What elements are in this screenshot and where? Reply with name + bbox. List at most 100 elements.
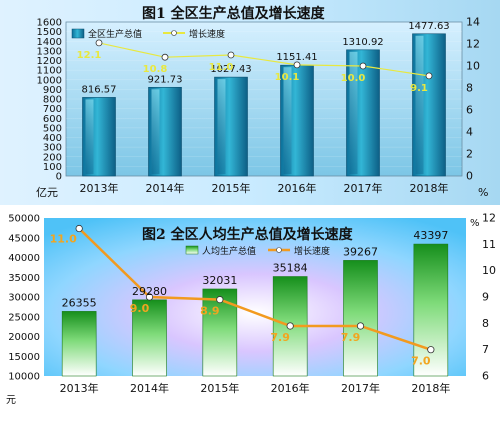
- chart1-line-series: [95, 39, 433, 80]
- left-axis-tick-label: 30000: [8, 293, 40, 304]
- category-tick-label: 2014年: [130, 381, 169, 395]
- bar: [343, 260, 378, 377]
- left-axis-tick-label: 500: [43, 123, 62, 134]
- chart2-legend: 人均生产总值 增长速度: [185, 245, 330, 257]
- right-axis-tick-label: 7: [482, 343, 489, 356]
- left-axis-tick-label: 10000: [8, 372, 40, 383]
- left-axis-tick-label: 1500: [37, 27, 62, 38]
- growth-rate-label: 7.9: [341, 331, 361, 344]
- bar-value-label: 35184: [273, 262, 308, 275]
- left-axis-tick-label: 40000: [8, 253, 40, 264]
- left-axis-tick-label: 100: [43, 162, 62, 173]
- chart1-legend-line-label: 增长速度: [189, 28, 225, 40]
- right-axis-tick-label: 6: [482, 370, 489, 383]
- chart2-tick-labels: 10000 15000 20000 25000 30000 35000 40000 45000…: [8, 212, 496, 396]
- bar-value-label: 921.73: [148, 74, 183, 85]
- chart1-legend: 全区生产总值 增长速度: [71, 28, 225, 40]
- bar-value-label: 1151.41: [276, 52, 317, 63]
- growth-rate-point: [161, 53, 169, 61]
- bar-highlight: [217, 79, 226, 174]
- growth-rate-line: [98, 42, 430, 77]
- chart2-legend-line-marker: [276, 247, 282, 253]
- category-tick-label: 2017年: [344, 181, 383, 195]
- category-tick-label: 2018年: [410, 181, 449, 195]
- chart1-right-axis-unit: %: [478, 186, 488, 199]
- right-axis-tick-label: 8: [466, 82, 473, 95]
- right-axis-tick-label: 9: [482, 291, 489, 304]
- growth-rate-point: [216, 296, 224, 304]
- left-axis-tick-label: 0: [56, 172, 62, 183]
- bar-highlight: [283, 67, 292, 174]
- growth-rate-point: [293, 61, 301, 69]
- right-axis-tick-label: 6: [466, 104, 473, 117]
- left-axis-tick-label: 200: [43, 152, 62, 163]
- right-axis-tick-label: 10: [482, 264, 496, 277]
- left-axis-tick-label: 1400: [37, 37, 62, 48]
- right-axis-tick-label: 2: [466, 148, 473, 161]
- growth-rate-label: 11.0: [50, 233, 77, 246]
- growth-rate-point: [427, 346, 435, 354]
- right-axis-tick-label: 0: [466, 170, 473, 183]
- left-axis-tick-label: 20000: [8, 332, 40, 343]
- chart2-data-labels: 26355 29280 32031 35184 39267 43397 11.0 9.0 8.9…: [50, 229, 449, 368]
- chart2-right-axis-unit: %: [470, 218, 480, 229]
- chart1-gridlines: [66, 31, 462, 167]
- left-axis-tick-label: 45000: [8, 233, 40, 244]
- bar-value-label: 32031: [202, 274, 237, 287]
- growth-rate-label: 11.0: [209, 62, 234, 73]
- growth-rate-point: [75, 224, 83, 233]
- growth-rate-label: 10.0: [341, 73, 366, 84]
- left-axis-tick-label: 50000: [8, 214, 40, 225]
- growth-rate-label: 9.1: [410, 83, 428, 94]
- chart2-line-series: [75, 224, 435, 354]
- chart2-bars: [61, 243, 449, 377]
- right-axis-tick-label: 12: [466, 38, 480, 51]
- growth-rate-label: 7.9: [270, 331, 290, 344]
- bar-value-label: 1310.92: [342, 37, 383, 48]
- chart1-bars: [82, 33, 446, 177]
- left-axis-tick-label: 1200: [37, 56, 62, 67]
- category-tick-label: 2017年: [341, 381, 380, 395]
- chart1-tick-labels: 0100200300400500600700800900100011001200…: [37, 16, 480, 196]
- left-axis-tick-label: 400: [43, 133, 62, 144]
- chart1-legend-bar-swatch: [71, 28, 85, 39]
- left-axis-tick-label: 1000: [37, 75, 62, 86]
- chart2-plot-area: [44, 218, 466, 376]
- bar: [413, 243, 449, 377]
- bar: [132, 299, 167, 377]
- bar: [61, 311, 97, 377]
- growth-rate-line: [78, 227, 432, 351]
- growth-rate-label: 7.0: [411, 355, 431, 368]
- growth-rate-point: [359, 62, 367, 70]
- bar-value-label: 29280: [132, 285, 167, 298]
- bar-highlight: [415, 35, 424, 175]
- left-axis-tick-label: 700: [43, 104, 62, 115]
- chart1-legend-bar-label: 全区生产总值: [88, 28, 142, 40]
- chart2-legend-bar-swatch: [185, 245, 199, 255]
- left-axis-tick-label: 1600: [37, 18, 62, 29]
- category-tick-label: 2016年: [271, 381, 310, 395]
- growth-rate-point: [356, 322, 365, 330]
- category-tick-label: 2013年: [80, 181, 119, 195]
- bar-highlight: [151, 89, 160, 174]
- category-tick-label: 2013年: [60, 381, 99, 395]
- left-axis-tick-label: 900: [43, 85, 62, 96]
- left-axis-tick-label: 800: [43, 95, 62, 106]
- chart1-data-labels: 816.57 921.73 1027.43 1151.41 1310.92 1477.63…: [77, 21, 450, 96]
- right-axis-tick-label: 10: [466, 60, 480, 73]
- left-axis-tick-label: 1100: [37, 66, 62, 77]
- left-axis-tick-label: 600: [43, 114, 62, 125]
- right-axis-tick-label: 8: [482, 317, 489, 330]
- growth-rate-label: 9.0: [130, 302, 150, 315]
- growth-rate-label: 10.1: [275, 72, 300, 83]
- right-axis-tick-label: 14: [466, 16, 480, 29]
- chart2-title: 图2 全区人均生产总值及增长速度: [142, 226, 354, 243]
- right-axis-tick-label: 11: [482, 238, 496, 251]
- growth-rate-point: [425, 72, 433, 80]
- growth-rate-point: [227, 51, 235, 59]
- chart1-plot-area: [65, 21, 463, 177]
- right-axis-tick-label: 4: [466, 126, 473, 139]
- bar-value-label: 39267: [343, 245, 378, 258]
- category-tick-label: 2016年: [278, 181, 317, 195]
